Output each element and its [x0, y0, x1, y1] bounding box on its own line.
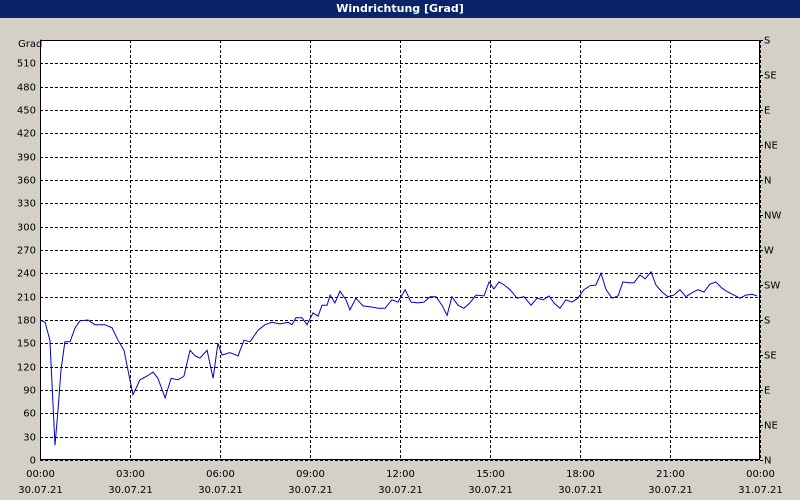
x-tick-date: 30.07.21 [108, 485, 153, 496]
x-tick-date: 30.07.21 [18, 485, 63, 496]
x-tick-label: 15:00 [476, 469, 505, 480]
x-tick-date: 31.07.21 [738, 485, 783, 496]
x-tick-date: 30.07.21 [378, 485, 423, 496]
y-tick-label: 90 [23, 386, 36, 397]
y2-tick-label: SW [764, 281, 780, 292]
y2-tick-label: E [764, 386, 770, 397]
x-tick-date: 30.07.21 [198, 485, 243, 496]
y-tick-label: 30 [23, 433, 36, 444]
x-tick-date: 30.07.21 [468, 485, 513, 496]
x-tick-date: 30.07.21 [288, 485, 333, 496]
y-tick-label: 300 [17, 223, 36, 234]
x-tick-label: 21:00 [656, 469, 685, 480]
y-tick-label: 420 [17, 129, 36, 140]
y-tick-label: 210 [17, 293, 36, 304]
y-tick-label: 390 [17, 153, 36, 164]
y-tick-label: 480 [17, 83, 36, 94]
x-tick-label: 00:00 [746, 469, 775, 480]
x-tick-label: 03:00 [116, 469, 145, 480]
plot-frame [40, 40, 760, 460]
x-tick-label: 09:00 [296, 469, 325, 480]
y-tick-label: 330 [17, 199, 36, 210]
y-tick-label: 450 [17, 106, 36, 117]
x-tick-date: 30.07.21 [648, 485, 693, 496]
y2-tick-label: SE [764, 351, 777, 362]
y-tick-label: 360 [17, 176, 36, 187]
title-bar: Windrichtung [Grad] [0, 0, 800, 18]
y-tick-label: 0 [30, 456, 36, 467]
x-tick-label: 06:00 [206, 469, 235, 480]
y2-tick-label: S [764, 36, 770, 47]
y2-tick-label: NE [764, 421, 778, 432]
y-tick-label: 240 [17, 269, 36, 280]
y2-tick-label: S [764, 316, 770, 327]
x-tick-label: 12:00 [386, 469, 415, 480]
data-line [39, 270, 758, 446]
y2-tick-label: NE [764, 141, 778, 152]
y-tick-label: 150 [17, 339, 36, 350]
y2-tick-label: N [764, 176, 771, 187]
y2-tick-label: NW [764, 211, 781, 222]
y-tick-label: 60 [23, 409, 36, 420]
y2-tick-label: SE [764, 71, 777, 82]
y2-tick-label: N [764, 456, 771, 467]
y-tick-label: 510 [17, 59, 36, 70]
x-tick-date: 30.07.21 [558, 485, 603, 496]
y2-tick-label: E [764, 106, 770, 117]
x-tick-label: 00:00 [26, 469, 55, 480]
x-tick-label: 18:00 [566, 469, 595, 480]
y-tick-label: 270 [17, 246, 36, 257]
y-tick-label: 120 [17, 363, 36, 374]
y-axis-label: Grad [18, 39, 42, 50]
y2-tick-label: W [764, 246, 774, 257]
y-tick-label: 180 [17, 316, 36, 327]
